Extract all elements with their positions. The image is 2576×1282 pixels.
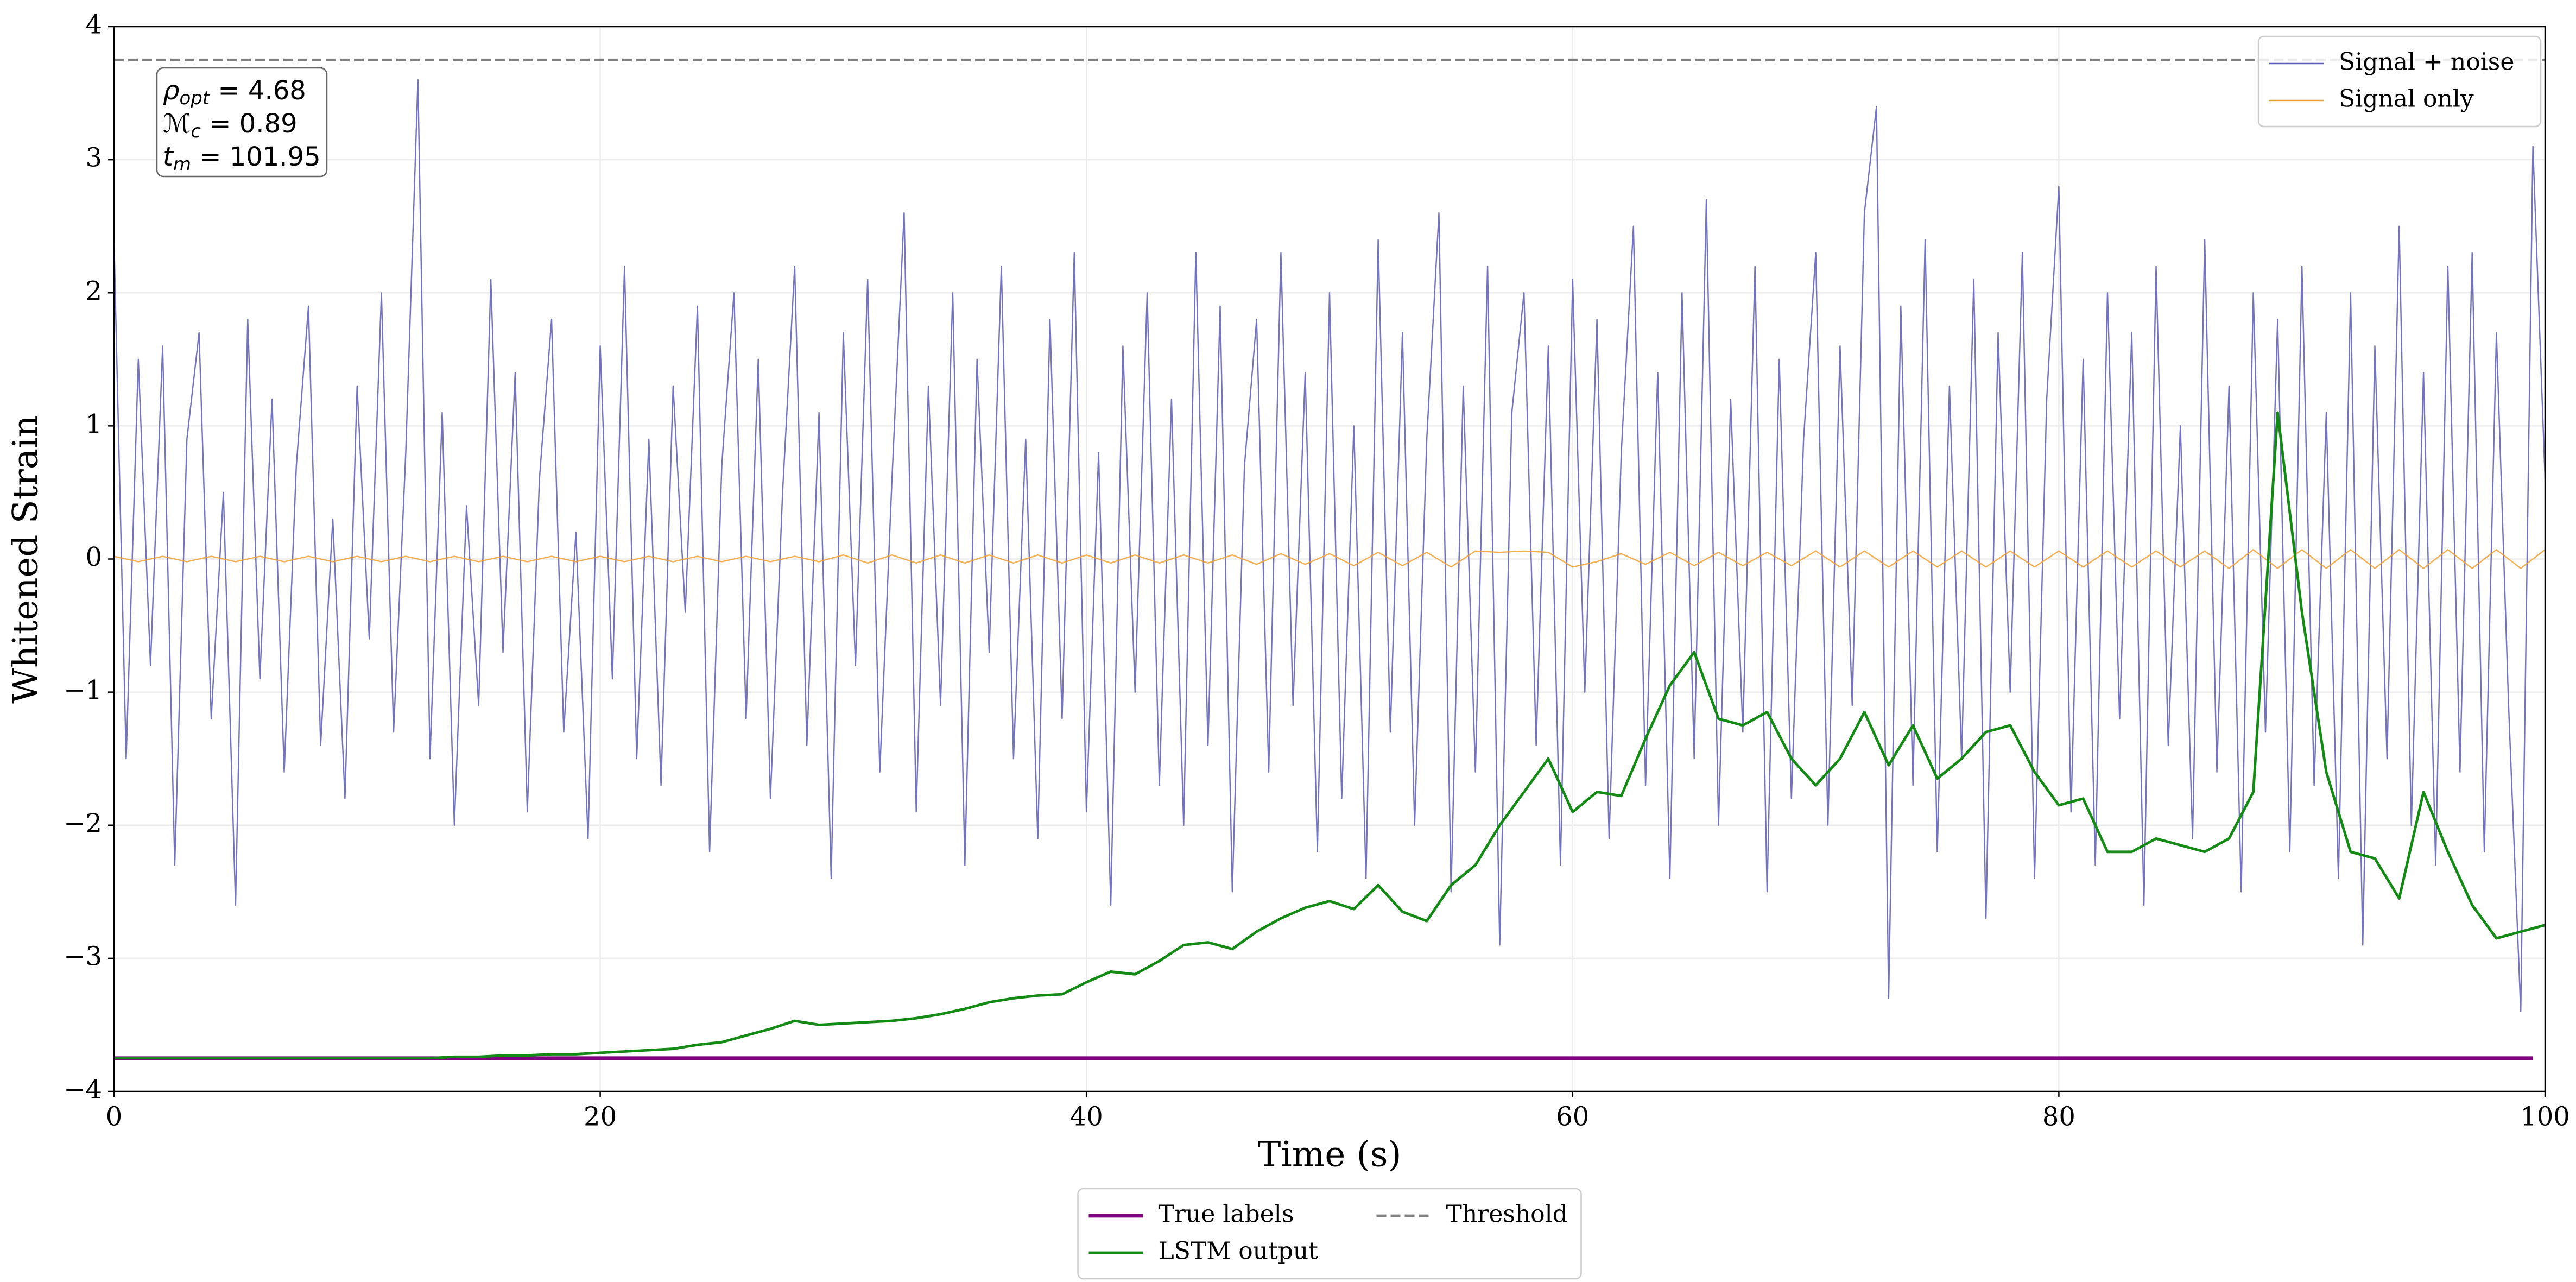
y-tick-label: 0 — [85, 542, 102, 572]
annotation: ℳc = 0.89 — [163, 109, 298, 142]
x-tick-label: 100 — [2520, 1102, 2570, 1132]
annotation-symbol: ρ — [163, 75, 179, 106]
y-tick-label: 2 — [85, 276, 102, 306]
y-tick-label: 3 — [85, 143, 102, 173]
legend: True labels LSTM output Threshold — [1077, 1188, 1582, 1280]
x-tick-label: 20 — [584, 1102, 617, 1132]
legend-label: LSTM output — [1159, 1237, 1319, 1265]
legend-box — [1077, 1188, 1582, 1280]
y-tick-label: −3 — [64, 941, 102, 971]
x-tick-label: 0 — [106, 1102, 123, 1132]
series-line — [114, 411, 2546, 1060]
x-tick-label: 40 — [1070, 1102, 1103, 1132]
annotation-text: = 0.89 — [201, 109, 298, 139]
y-axis-label: Whitened Strain — [6, 415, 46, 703]
annotation-symbol: t — [163, 142, 174, 172]
x-axis-label: Time (s) — [1258, 1135, 1402, 1175]
series-line — [113, 79, 2546, 1013]
annotation: tm = 101.95 — [163, 142, 321, 175]
legend-label: Signal + noise — [2339, 48, 2514, 76]
y-tick-label: −4 — [64, 1075, 102, 1105]
series-line — [113, 549, 2546, 569]
legend-label: True labels — [1159, 1201, 1294, 1228]
y-tick-label: 1 — [85, 409, 102, 439]
plot-frame — [113, 26, 2546, 1092]
annotation-subscript: m — [173, 154, 191, 175]
annotation-box — [156, 67, 328, 178]
legend-box — [2257, 35, 2542, 128]
legend: Signal + noise Signal only — [2257, 35, 2542, 128]
legend-label: Threshold — [1446, 1201, 1568, 1228]
x-tick-label: 80 — [2042, 1102, 2075, 1132]
legend-label: Signal only — [2339, 85, 2474, 113]
y-tick-label: −1 — [64, 675, 102, 705]
annotation-subscript: opt — [179, 87, 210, 109]
x-tick-label: 60 — [1556, 1102, 1589, 1132]
annotation: ρopt = 4.68 — [163, 75, 306, 109]
y-tick-label: 4 — [85, 10, 102, 40]
annotation-text: = 4.68 — [210, 75, 306, 106]
annotation-symbol: ℳ — [163, 109, 191, 139]
annotation-subscript: c — [191, 121, 201, 142]
annotation-text: = 101.95 — [191, 142, 321, 172]
y-tick-label: −2 — [64, 808, 102, 838]
